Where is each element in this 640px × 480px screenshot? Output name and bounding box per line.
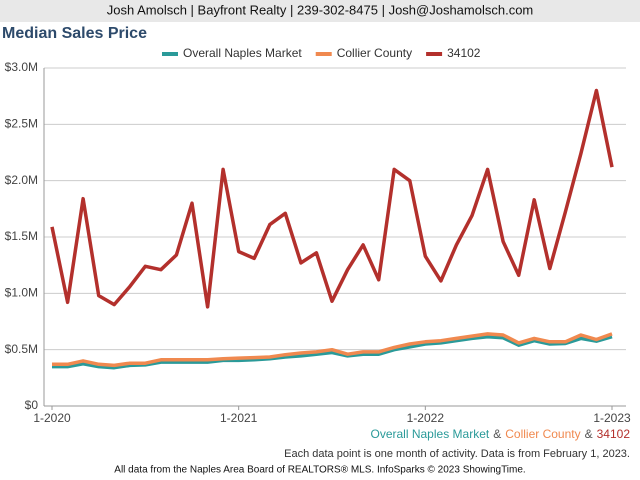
- y-tick-label: $1.5M: [5, 229, 38, 243]
- legend-footer-label: Collier County: [505, 427, 580, 441]
- header: Josh Amolsch | Bayfront Realty | 239-302…: [107, 2, 534, 17]
- legend-footer: Overall Naples Market & Collier County & 341…: [371, 427, 631, 441]
- y-tick-label: $1.0M: [5, 286, 38, 300]
- y-tick-label: $0.5M: [5, 342, 38, 356]
- x-tick-label: 1-2023: [593, 411, 631, 425]
- x-tick-label: 1-2020: [33, 411, 71, 425]
- legend-joiner: &: [493, 427, 501, 441]
- series-line: [52, 332, 613, 368]
- note: Each data point is one month of activity…: [284, 448, 630, 460]
- y-tick-label: $0: [25, 398, 39, 412]
- y-tick-label: $2.0M: [5, 173, 38, 187]
- header-bar: [0, 0, 640, 22]
- y-tick-label: $3.0M: [5, 60, 38, 74]
- series-line: [50, 88, 614, 309]
- legend-joiner: &: [585, 427, 593, 441]
- source: All data from the Naples Area Board of R…: [114, 465, 525, 476]
- legend-label: 34102: [447, 46, 481, 60]
- legend-label: Collier County: [337, 46, 412, 60]
- y-tick-label: $2.5M: [5, 117, 38, 131]
- chart-title: Median Sales Price: [2, 25, 147, 42]
- legend-footer-label: 34102: [597, 427, 631, 441]
- legend-footer-label: Overall Naples Market: [371, 427, 490, 441]
- x-tick-label: 1-2022: [407, 411, 445, 425]
- x-tick-label: 1-2021: [220, 411, 258, 425]
- legend-label: Overall Naples Market: [183, 46, 302, 60]
